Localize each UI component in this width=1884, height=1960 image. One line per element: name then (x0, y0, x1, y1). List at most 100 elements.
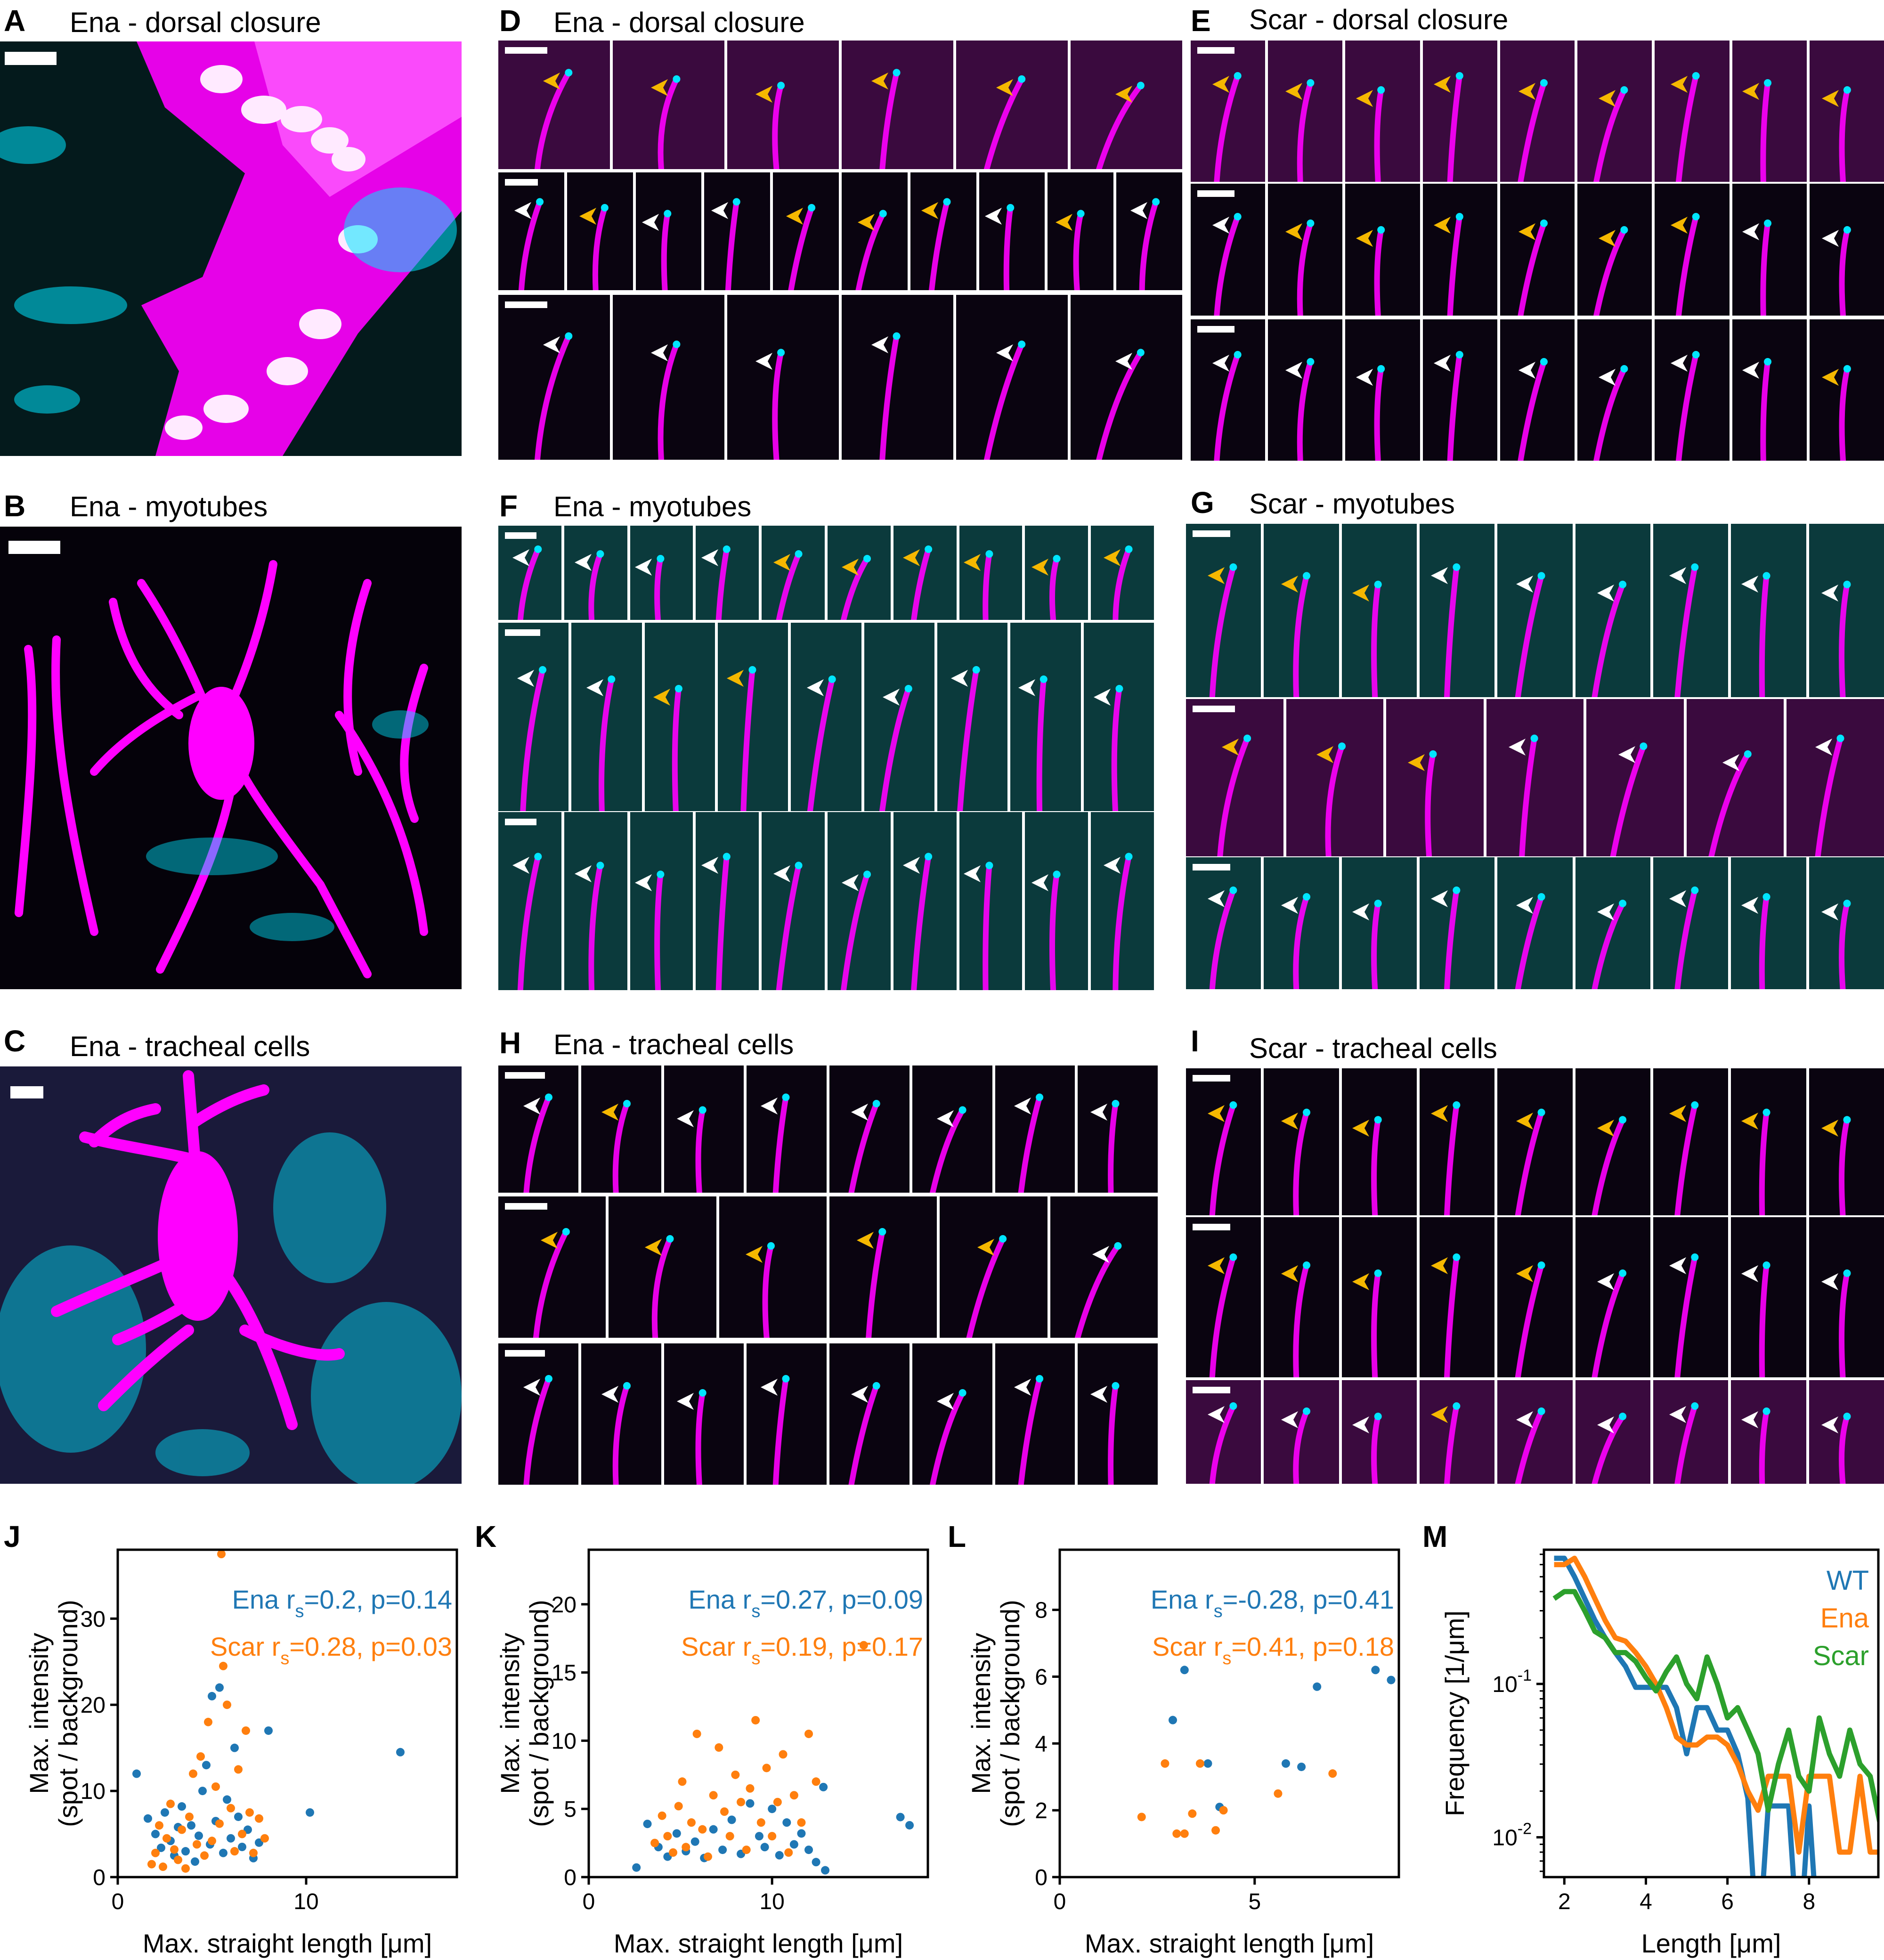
filopodium-frame-image (848, 1100, 880, 1193)
yellow-arrowhead-icon (1208, 1257, 1225, 1274)
chart-l-scatter: 0 5 0 2 4 6 8 Ena rs=-0.28, p=0.41 Scar rs=0.41,… (966, 1548, 1400, 1958)
data-point-ena (746, 1799, 755, 1808)
yellow-arrowhead-icon (1599, 90, 1616, 107)
timelapse-frame (630, 812, 693, 990)
filopodium-frame-image (1759, 1108, 1770, 1215)
timelapse-frame (1575, 1217, 1650, 1377)
timelapse-frame (1186, 1380, 1261, 1484)
timelapse-frame (828, 526, 891, 620)
yellow-arrowhead-icon (1431, 1105, 1448, 1122)
yellow-arrowhead-icon (1434, 76, 1451, 93)
filopodium-frame-image (1003, 204, 1014, 290)
white-arrowhead-icon (1741, 897, 1758, 914)
x-tick-label: 0 (1054, 1889, 1066, 1914)
data-point-scar (208, 1837, 216, 1846)
filopodium-frame-image (848, 1382, 880, 1485)
yellow-arrowhead-icon (651, 79, 668, 96)
timelapse-frame (1731, 1217, 1806, 1377)
white-arrowhead-icon (1599, 369, 1616, 386)
yellow-arrowhead-icon (653, 689, 670, 706)
x-axis-label: Max. straight length [μm] (1085, 1928, 1374, 1958)
filopodium-frame-image (984, 341, 1026, 460)
filopodium-frame-image (1113, 853, 1133, 990)
yellow-arrowhead-icon (579, 208, 596, 225)
timelapse-frame (791, 623, 861, 811)
yellow-arrowhead-icon (644, 1239, 662, 1256)
filopodium-frame-image (1592, 1116, 1626, 1215)
yellow-arrowhead-icon (902, 549, 920, 566)
filopodium-frame-image (1838, 580, 1851, 697)
panel-title-c: Ena - tracheal cells (70, 1031, 310, 1062)
timelapse-frame (1809, 1217, 1884, 1377)
micrograph-b-image (0, 527, 462, 989)
yellow-arrowhead-icon (1281, 576, 1299, 593)
data-point-scar (751, 1716, 760, 1724)
panel-title-d: Ena - dorsal closure (553, 7, 805, 38)
white-arrowhead-icon (937, 1393, 954, 1410)
white-arrowhead-icon (1356, 369, 1373, 386)
filopodium-frame-image (840, 555, 871, 620)
filopodium-frame-image (1674, 563, 1699, 697)
filopodium-frame-image (1838, 1413, 1851, 1484)
filopodium-frame-image (910, 545, 932, 620)
data-point-scar (260, 1834, 269, 1843)
timelapse-frame (664, 1065, 744, 1193)
data-point-scar (255, 1814, 263, 1823)
y-axis-label: Max. intensity (spot / background) (24, 1600, 83, 1827)
scale-bar (1193, 706, 1235, 712)
panel-title-a: Ena - dorsal closure (70, 7, 321, 38)
timelapse-frame (1286, 699, 1384, 856)
white-arrowhead-icon (517, 670, 535, 687)
data-point-ena (151, 1830, 160, 1838)
data-point-ena (819, 1782, 828, 1791)
white-arrowhead-icon (1208, 1406, 1225, 1423)
timelapse-frame (979, 172, 1045, 290)
data-point-scar (859, 1641, 868, 1650)
y-axis-label: Frequency [1/μm] (1440, 1610, 1470, 1816)
x-axis-label: Max. straight length [μm] (614, 1928, 903, 1958)
timelapse-frame (1653, 1068, 1729, 1215)
yellow-arrowhead-icon (1516, 1112, 1533, 1130)
white-arrowhead-icon (1352, 1416, 1370, 1433)
filopodium-frame-image (695, 1106, 706, 1193)
yellow-arrowhead-icon (996, 79, 1014, 96)
plot-frame (116, 1548, 458, 1879)
data-point-ena (396, 1748, 405, 1757)
timelapse-frame (1264, 524, 1339, 697)
yellow-arrowhead-icon (1431, 1406, 1448, 1423)
yellow-arrowhead-icon (1208, 1105, 1225, 1122)
timelapse-frame (498, 623, 569, 811)
filopodium-frame-image (1425, 750, 1437, 856)
data-point-ena (208, 1692, 216, 1700)
panel-label-b: B (4, 489, 26, 523)
timelapse-frame (1577, 319, 1652, 461)
filopodium-frame-image (1610, 742, 1648, 856)
strip-f-row2 (498, 623, 1154, 811)
y-axis-label-line: Max. intensity (966, 1633, 996, 1794)
timelapse-frame (718, 623, 788, 811)
data-point-ena (789, 1840, 798, 1849)
white-arrowhead-icon (1742, 362, 1759, 379)
panel-label-c: C (4, 1024, 26, 1058)
filopodium-frame-image (1592, 580, 1626, 697)
timelapse-frame (564, 812, 627, 990)
data-point-ena (821, 1866, 830, 1875)
white-arrowhead-icon (1434, 355, 1451, 372)
filopodium-frame-image (654, 870, 665, 990)
scale-bar (505, 1072, 545, 1079)
filopodium-frame-image (716, 853, 731, 990)
timelapse-frame (1486, 699, 1584, 856)
filopodium-frame-image (1592, 1413, 1626, 1484)
series-line-scar (1552, 1589, 1878, 1826)
filopodium-frame-image (1592, 900, 1626, 989)
timelapse-frame (1420, 524, 1495, 697)
timelapse-frame (1577, 184, 1652, 316)
yellow-arrowhead-icon (1281, 1265, 1299, 1282)
timelapse-frame (1731, 857, 1806, 989)
yellow-arrowhead-icon (1352, 1120, 1370, 1137)
data-point-scar (193, 1840, 201, 1849)
white-arrowhead-icon (1281, 897, 1299, 914)
data-point-scar (797, 1818, 806, 1827)
timelapse-frame (1264, 857, 1339, 989)
strip-i-row3 (1186, 1380, 1884, 1484)
